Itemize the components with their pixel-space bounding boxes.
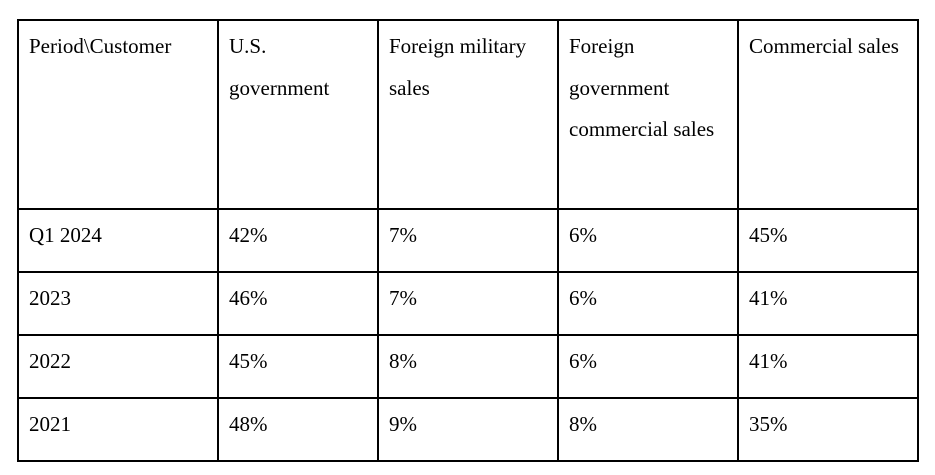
header-label: Foreign government commercial sales: [569, 34, 715, 141]
header-row: Period\Customer U.S. government Foreign …: [17, 19, 919, 210]
header-label: Foreign military sales: [389, 34, 527, 100]
header-cell-commercial-sales: Commercial sales: [737, 19, 919, 210]
foreign-government-commercial-sales-cell: 6%: [557, 334, 739, 399]
us-government-cell: 48%: [217, 397, 379, 462]
header-label: Commercial sales: [749, 34, 899, 58]
header-label: Period\Customer: [29, 34, 172, 58]
commercial-sales-cell: 45%: [737, 208, 919, 273]
table-row: Q1 2024 42% 7% 6% 45%: [17, 208, 919, 273]
foreign-military-sales-cell: 9%: [377, 397, 559, 462]
header-cell-period-customer: Period\Customer: [17, 19, 219, 210]
foreign-government-commercial-sales-cell: 6%: [557, 271, 739, 336]
period-cell: 2023: [17, 271, 219, 336]
us-government-cell: 46%: [217, 271, 379, 336]
table-row: 2023 46% 7% 6% 41%: [17, 271, 919, 336]
commercial-sales-cell: 41%: [737, 334, 919, 399]
foreign-military-sales-cell: 8%: [377, 334, 559, 399]
foreign-government-commercial-sales-cell: 6%: [557, 208, 739, 273]
commercial-sales-cell: 41%: [737, 271, 919, 336]
commercial-sales-cell: 35%: [737, 397, 919, 462]
table-row: 2021 48% 9% 8% 35%: [17, 397, 919, 462]
foreign-government-commercial-sales-cell: 8%: [557, 397, 739, 462]
period-cell: Q1 2024: [17, 208, 219, 273]
period-cell: 2022: [17, 334, 219, 399]
us-government-cell: 45%: [217, 334, 379, 399]
period-cell: 2021: [17, 397, 219, 462]
table-row: 2022 45% 8% 6% 41%: [17, 334, 919, 399]
header-label: U.S. government: [229, 34, 330, 100]
foreign-military-sales-cell: 7%: [377, 208, 559, 273]
header-cell-us-government: U.S. government: [217, 19, 379, 210]
header-cell-foreign-military-sales: Foreign military sales: [377, 19, 559, 210]
customer-mix-table: Period\Customer U.S. government Foreign …: [17, 19, 919, 462]
us-government-cell: 42%: [217, 208, 379, 273]
header-cell-foreign-government-commercial-sales: Foreign government commercial sales: [557, 19, 739, 210]
foreign-military-sales-cell: 7%: [377, 271, 559, 336]
